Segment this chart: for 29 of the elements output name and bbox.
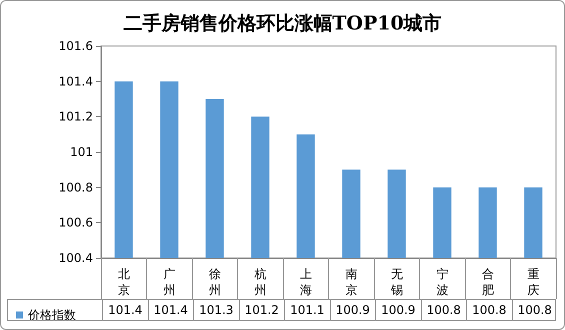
data-label: 101.1	[284, 300, 330, 320]
x-tick-label: 重庆	[527, 267, 540, 297]
y-tick-label: 100.8	[58, 180, 93, 194]
legend-label: 价格指数	[27, 308, 76, 322]
x-tick-label: 宁波	[436, 267, 448, 297]
data-label: 100.8	[466, 300, 512, 320]
data-label: 100.8	[420, 300, 466, 320]
chart-title: 二手房销售价格环比涨幅TOP10城市	[123, 12, 442, 34]
x-tick-label: 无锡	[390, 267, 403, 297]
x-tick-label: 上海	[300, 267, 312, 297]
x-tick-label: 合肥	[482, 267, 494, 297]
data-label: 101.4	[102, 300, 148, 320]
x-tick-label: 南京	[345, 267, 358, 297]
x-tick-label: 徐州	[208, 267, 221, 297]
y-tick-label: 100.4	[58, 251, 93, 265]
y-tick-label: 101	[70, 145, 93, 159]
data-label: 101.3	[193, 300, 238, 320]
y-tick-label: 101.6	[58, 39, 93, 53]
data-label: 100.9	[375, 300, 420, 320]
data-label: 100.9	[330, 300, 375, 320]
data-label: 101.4	[148, 300, 193, 320]
x-tick-label: 杭州	[253, 267, 266, 297]
y-tick-label: 101.2	[58, 110, 93, 124]
y-tick-label: 101.4	[58, 74, 93, 88]
y-tick-label: 100.6	[58, 216, 93, 230]
x-tick-label: 北京	[118, 267, 130, 297]
x-tick-label: 广州	[163, 267, 176, 297]
data-label: 100.8	[512, 300, 557, 320]
data-label: 101.2	[238, 300, 284, 320]
